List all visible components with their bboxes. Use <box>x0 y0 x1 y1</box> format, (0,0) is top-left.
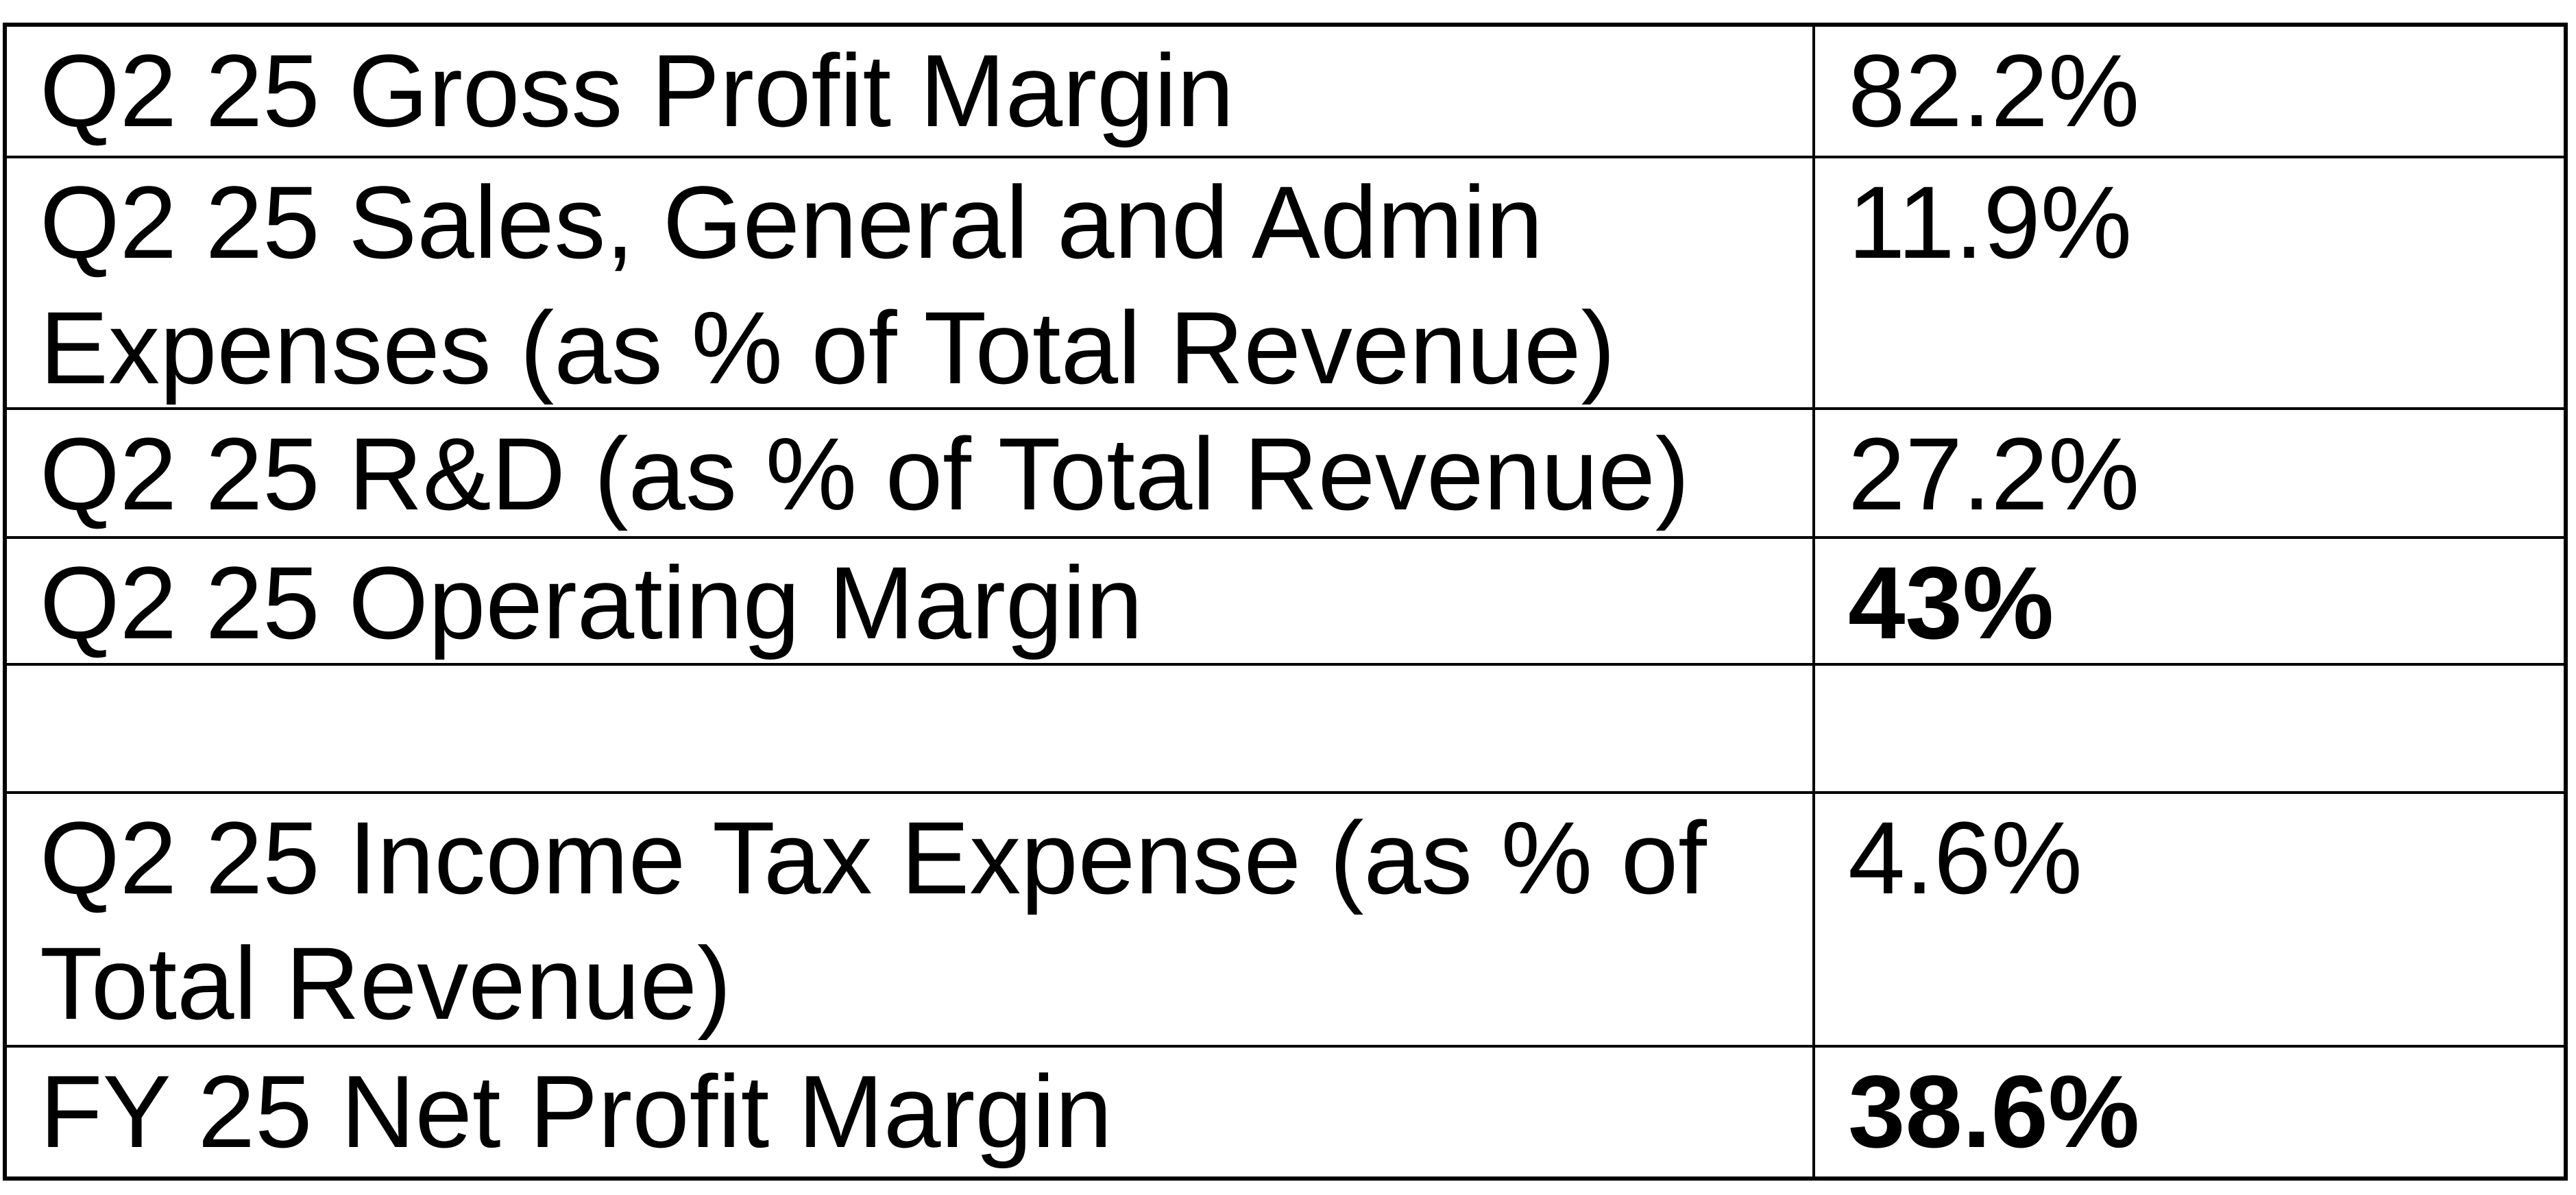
table-row: Q2 25 Gross Profit Margin 82.2% <box>7 27 2564 158</box>
table-row: Q2 25 Sales, General and Admin Expenses … <box>7 158 2564 410</box>
table-row-empty <box>7 666 2564 794</box>
metric-label-cell <box>7 666 1815 791</box>
metric-value-cell: 82.2% <box>1848 33 2140 148</box>
metric-label-cell: Q2 25 Income Tax Expense (as % of Total … <box>7 794 1815 1045</box>
table-row: Q2 25 R&D (as % of Total Revenue) 27.2% <box>7 410 2564 539</box>
metric-value-cell: 11.9% <box>1848 165 2133 280</box>
metric-label-cell: Q2 25 Sales, General and Admin Expenses … <box>7 158 1815 407</box>
metric-label-cell: Q2 25 Operating Margin <box>7 539 1815 663</box>
metric-value-cell: 4.6% <box>1848 800 2082 915</box>
table-row: Q2 25 Income Tax Expense (as % of Total … <box>7 794 2564 1048</box>
metric-value-cell <box>1815 666 2564 791</box>
metric-value-cell: 43% <box>1848 545 2054 660</box>
metric-value-cell: 38.6% <box>1848 1054 2140 1169</box>
financial-metrics-table: Q2 25 Gross Profit Margin 82.2% Q2 25 Sa… <box>3 23 2568 1181</box>
metric-label-cell: Q2 25 R&D (as % of Total Revenue) <box>7 410 1815 536</box>
table-row: Q2 25 Operating Margin 43% <box>7 539 2564 666</box>
metric-value-cell: 27.2% <box>1848 416 2140 531</box>
table-row: FY 25 Net Profit Margin 38.6% <box>7 1048 2564 1176</box>
metric-label-cell: FY 25 Net Profit Margin <box>7 1048 1815 1176</box>
metric-label-cell: Q2 25 Gross Profit Margin <box>7 27 1815 156</box>
